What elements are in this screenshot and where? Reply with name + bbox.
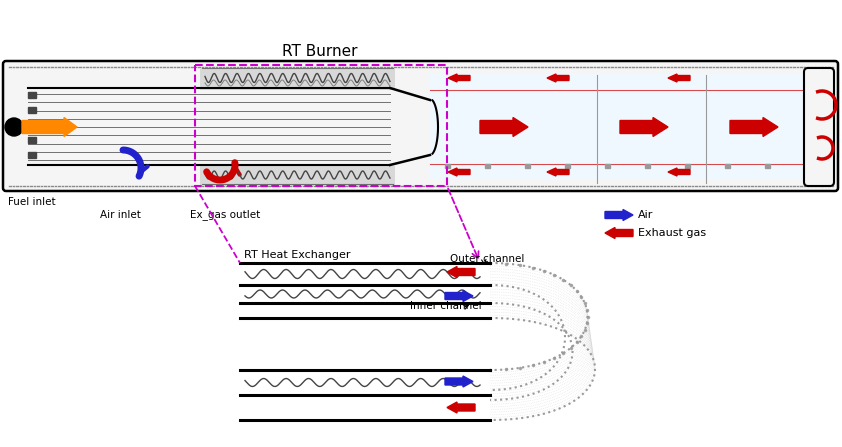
FancyBboxPatch shape [804, 68, 834, 186]
FancyArrow shape [445, 291, 473, 301]
Text: Inner channel: Inner channel [410, 301, 482, 311]
Text: RT Heat Exchanger: RT Heat Exchanger [244, 250, 350, 260]
Text: Exhaust gas: Exhaust gas [638, 228, 706, 238]
Bar [28, 137, 36, 143]
Bar [765, 164, 770, 168]
Bar [685, 164, 690, 168]
Bar [200, 166, 395, 186]
FancyArrow shape [547, 168, 569, 176]
Bar [28, 152, 36, 158]
Bar [430, 74, 812, 180]
Text: Air inlet: Air inlet [100, 210, 141, 220]
FancyArrow shape [447, 402, 475, 413]
Text: RT Burner: RT Burner [282, 45, 358, 59]
FancyArrow shape [668, 74, 690, 82]
FancyArrow shape [605, 228, 633, 239]
Bar [725, 164, 730, 168]
Bar [200, 68, 395, 90]
FancyArrow shape [730, 118, 778, 136]
Circle shape [5, 118, 23, 136]
FancyArrow shape [448, 168, 470, 176]
FancyArrow shape [22, 118, 77, 136]
Bar [28, 107, 36, 113]
Bar [28, 122, 36, 128]
FancyArrow shape [605, 210, 633, 220]
FancyArrow shape [448, 74, 470, 82]
Bar [485, 164, 490, 168]
FancyArrow shape [445, 376, 473, 387]
Bar [805, 164, 810, 168]
Bar [445, 164, 450, 168]
Bar [28, 92, 36, 98]
FancyBboxPatch shape [3, 61, 838, 191]
FancyArrow shape [447, 266, 475, 278]
FancyArrow shape [668, 168, 690, 176]
Text: Ex_gas outlet: Ex_gas outlet [190, 210, 260, 220]
Bar [605, 164, 610, 168]
FancyArrow shape [547, 74, 569, 82]
Bar [195, 65, 447, 186]
Text: Outer channel: Outer channel [450, 254, 525, 264]
Text: Fuel inlet: Fuel inlet [8, 197, 56, 207]
FancyArrow shape [480, 118, 528, 136]
Bar [565, 164, 570, 168]
Bar [645, 164, 650, 168]
Text: Air: Air [638, 210, 653, 220]
Bar [525, 164, 530, 168]
FancyArrow shape [620, 118, 668, 136]
